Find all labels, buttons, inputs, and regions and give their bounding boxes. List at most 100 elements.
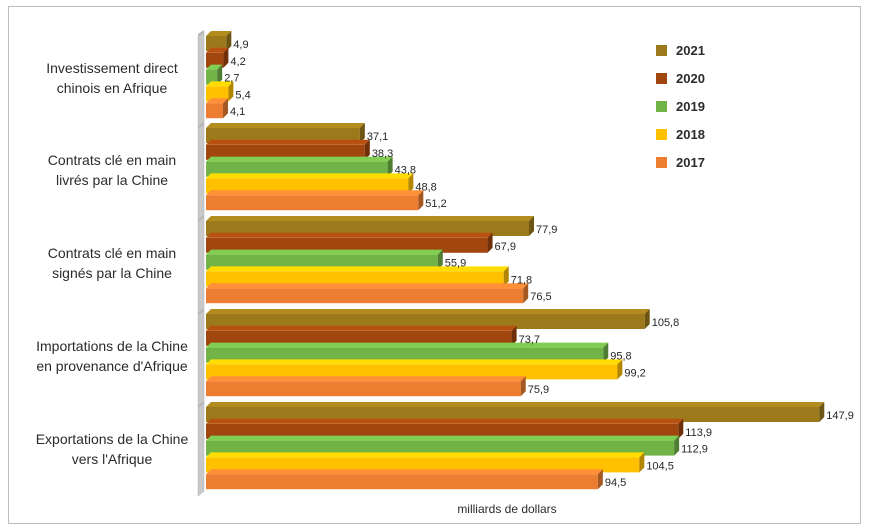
bar-top — [206, 469, 603, 475]
bar — [206, 474, 598, 490]
bar — [206, 161, 388, 177]
value-label: 48,8 — [415, 181, 436, 193]
legend-label: 2017 — [676, 155, 705, 170]
bar-end — [523, 283, 529, 304]
bar-end — [223, 47, 229, 68]
bar-group — [206, 31, 825, 490]
bar-end — [617, 359, 623, 380]
value-label: 67,9 — [495, 241, 516, 253]
value-label: 104,5 — [646, 460, 674, 472]
bar-top — [206, 435, 680, 441]
value-label-group: 4,9 4,2 2,7 5,4 4,1 37,1 38,343,8 48,8 51,2 77,9 6… — [224, 39, 854, 489]
x-axis-title: milliards de dollars — [457, 502, 556, 516]
value-label: 38,3 — [372, 148, 393, 160]
bar-top — [206, 452, 645, 458]
legend-swatch — [656, 157, 667, 168]
bar-end — [503, 266, 509, 287]
value-label: 73,7 — [519, 334, 540, 346]
bar-end — [520, 376, 526, 397]
value-label: 51,2 — [425, 198, 446, 210]
value-label: 75,9 — [528, 384, 549, 396]
bar — [206, 288, 524, 304]
value-label: 4,2 — [230, 56, 245, 68]
value-label: 147,9 — [826, 410, 854, 422]
bar — [206, 178, 409, 194]
bar-top — [206, 123, 365, 128]
bar-end — [226, 31, 232, 51]
bar-top — [206, 98, 229, 104]
bar-top — [206, 232, 493, 238]
bar — [206, 254, 438, 270]
value-label: 71,8 — [511, 274, 532, 286]
bar-end — [487, 232, 493, 253]
bar-end — [674, 435, 680, 456]
bar-end — [603, 342, 609, 363]
bar — [206, 195, 419, 211]
bar-top — [206, 190, 424, 196]
bar-end — [387, 156, 393, 177]
bar-top — [206, 64, 223, 70]
wall-separator — [198, 401, 204, 408]
wall-separator — [198, 308, 204, 315]
bar — [206, 440, 675, 456]
legend-swatch — [656, 73, 667, 84]
bar-end — [217, 64, 223, 85]
bar — [206, 128, 360, 143]
category-label: vers l'Afrique — [72, 451, 153, 467]
bar — [206, 69, 218, 85]
bar-top — [206, 359, 623, 365]
wall-separator — [198, 122, 204, 129]
value-label: 5,4 — [235, 89, 250, 101]
bar — [206, 86, 229, 102]
category-label: en provenance d'Afrique — [36, 358, 188, 374]
value-label: 76,5 — [530, 291, 551, 303]
bar-end — [639, 452, 645, 473]
bar-end — [597, 469, 603, 490]
bar — [206, 347, 604, 363]
bar-end — [223, 98, 229, 119]
bar — [206, 364, 618, 380]
legend-swatch — [656, 101, 667, 112]
bar — [206, 330, 512, 346]
bar-end — [228, 81, 234, 102]
bar-top — [206, 283, 529, 289]
bar — [206, 423, 679, 439]
bar-end — [644, 309, 650, 329]
bar-top — [206, 47, 229, 53]
legend-label: 2019 — [676, 99, 705, 114]
bar — [206, 407, 820, 422]
category-label: chinois en Afrique — [57, 80, 168, 96]
value-label: 55,9 — [445, 258, 466, 270]
bar-end — [359, 123, 365, 143]
bar-top — [206, 309, 650, 314]
bar-top — [206, 402, 825, 407]
bar-end — [511, 325, 517, 346]
bar — [206, 103, 224, 119]
wall-separator — [198, 215, 204, 222]
wall-separator — [198, 30, 204, 37]
bar — [206, 381, 521, 397]
value-label: 112,9 — [681, 444, 708, 456]
category-label: Investissement direct — [46, 60, 178, 76]
category-label: Contrats clé en main — [48, 245, 176, 261]
bar — [206, 52, 224, 68]
category-label-group: Investissement direct chinois en Afrique C… — [36, 60, 189, 467]
left-wall — [197, 31, 205, 497]
bar-top — [206, 81, 234, 87]
value-label: 43,8 — [395, 165, 416, 177]
bar-top — [206, 325, 517, 331]
category-label: livrés par la Chine — [56, 172, 168, 188]
legend: 2021 2020 2019 2018 2017 — [656, 43, 705, 170]
bar-top — [206, 249, 443, 255]
legend-label: 2021 — [676, 43, 705, 58]
value-label: 95,8 — [610, 351, 631, 363]
bar-top — [206, 266, 509, 272]
bar — [206, 314, 645, 329]
bar — [206, 457, 640, 473]
value-label: 4,9 — [233, 39, 248, 51]
bar-end — [819, 402, 825, 422]
bar-end — [364, 139, 370, 160]
value-label: 94,5 — [605, 477, 626, 489]
value-label: 113,9 — [685, 427, 712, 439]
